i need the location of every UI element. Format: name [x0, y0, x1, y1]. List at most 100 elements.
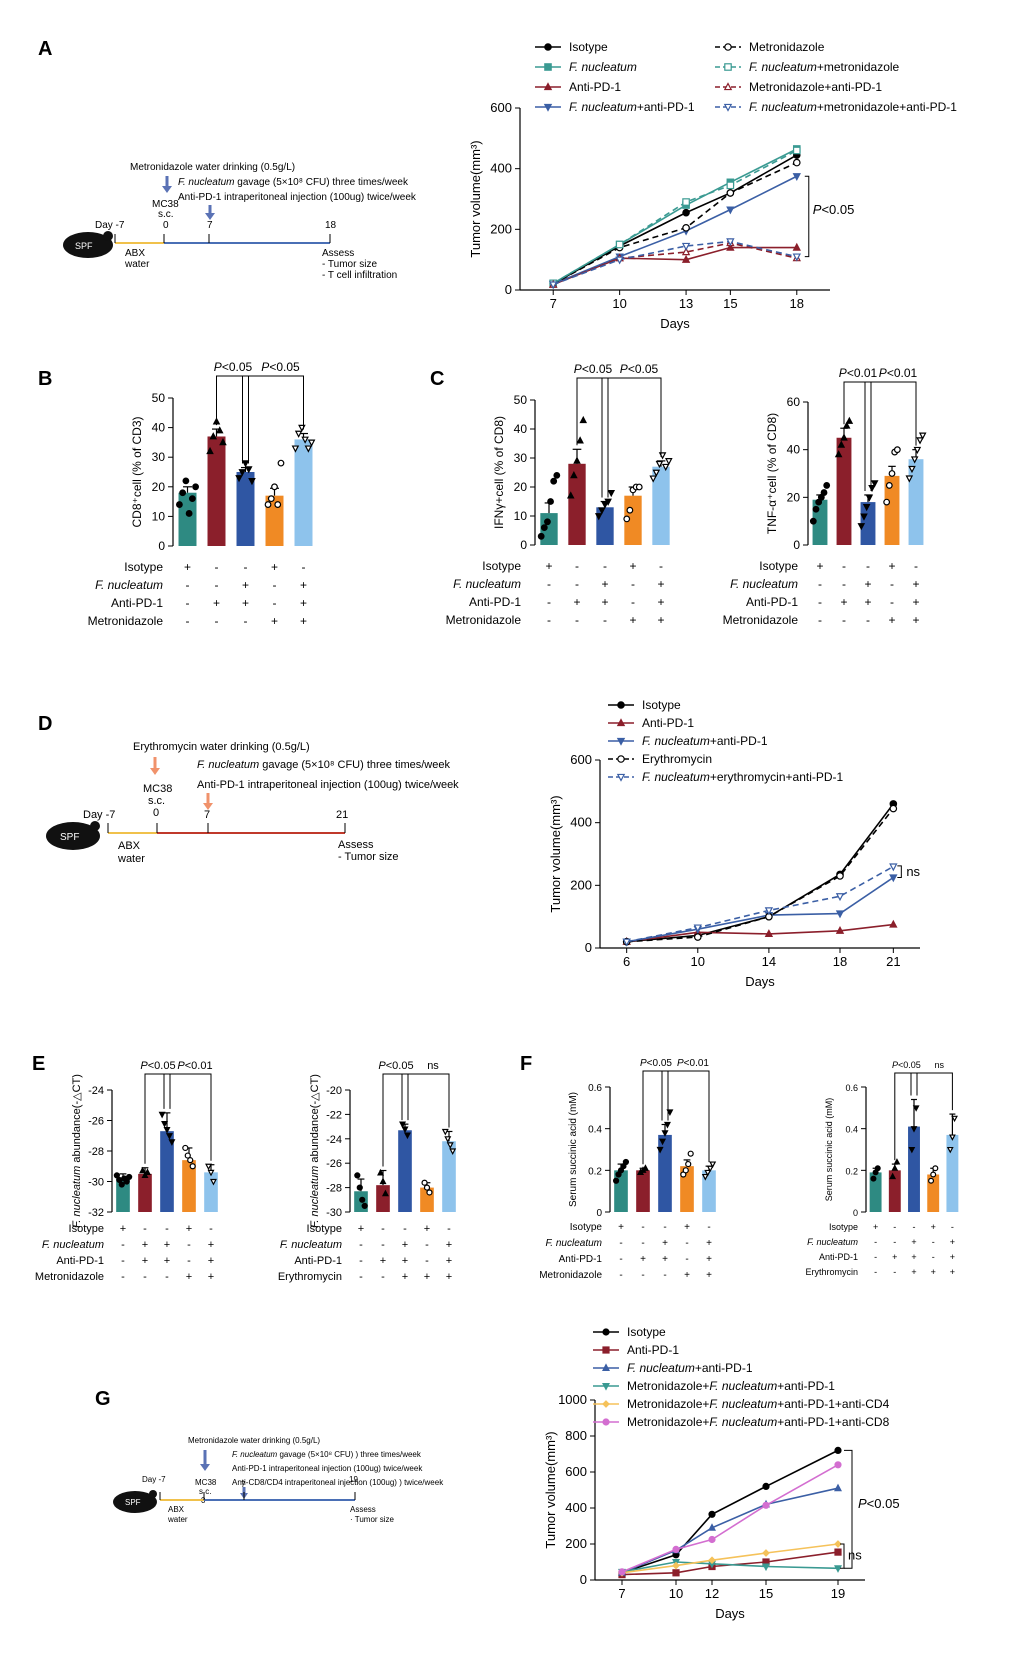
G-line-legend-label-3: Metronidazole+F. nucleatum+anti-PD-1 [627, 1379, 835, 1393]
D-line-y-label: Tumor volume(mm³) [548, 795, 563, 912]
B-bar-dot-2-4 [248, 478, 256, 486]
B-bar-dot-0-1 [179, 489, 187, 497]
E2-bar-bracket-1 [382, 1073, 450, 1167]
A-line-legend-marker-7 [723, 103, 733, 112]
B-bar-sign-3-0: - [186, 614, 190, 628]
C2-bar-sign-3-1: - [842, 613, 846, 627]
E2-bar-bar-1 [376, 1185, 390, 1212]
D-line-point-2-4 [889, 874, 898, 883]
E2-bar-sign-2-3: - [425, 1255, 429, 1267]
schematic-a-assess2: - T cell infiltration [322, 270, 397, 281]
E1-bar-dot-2-3 [165, 1133, 173, 1140]
D-line-y-tick-label-0: 0 [585, 940, 592, 955]
E2-bar-row-label-1: F. nucleatum [280, 1239, 342, 1251]
D-line-legend-label-2: F. nucleatum+anti-PD-1 [642, 734, 768, 748]
F1-bar-row-label-3: Metronidazole [539, 1270, 602, 1281]
B-bar-dot-1-0 [206, 446, 214, 455]
schematic-a-t7: 7 [207, 220, 213, 231]
D-line-legend-rest-4: +erythromycin+anti-PD-1 [710, 770, 844, 784]
C2-bar-dot-0-5 [823, 482, 831, 489]
schematic-g-t7: 7 [241, 1480, 246, 1489]
panel-label-a: A [38, 38, 52, 60]
D-line-x-label: Days [745, 974, 775, 989]
E1-bar-dot-1-0 [139, 1166, 147, 1174]
E2-bar-y-tick-label-4: -22 [326, 1109, 342, 1121]
E2-bar-dot-3-1 [423, 1184, 431, 1191]
F2-bar-dot-1-0 [889, 1172, 897, 1180]
F2-bar-y-tick-label-3: 0.6 [845, 1083, 858, 1093]
B-bar-sign-1-3: - [273, 578, 277, 592]
B-bar-dot-4-3 [301, 436, 309, 444]
E1-bar-sign-1-0: - [121, 1239, 125, 1251]
A-line-point-2-3 [726, 242, 735, 251]
B-bar-stat-2-p: P [261, 360, 269, 374]
A-line-point-4-3 [726, 189, 735, 197]
E1-bar-sign-3-2: - [165, 1271, 169, 1283]
C1-bar-dot-3-1 [626, 506, 634, 514]
E2-bar-dot-3-0 [421, 1179, 428, 1186]
F1-bar-sign-1-3: - [685, 1238, 688, 1249]
B-bar-sign-0-3: + [271, 560, 278, 574]
B-bar-dot-1-4 [219, 438, 227, 446]
C1-bar-y-tick-label-3: 30 [514, 451, 528, 465]
C1-bar-dot-1-0 [566, 491, 575, 499]
C2-bar-dot-2-5 [870, 480, 879, 488]
F1-bar-y-tick-label-0: 0 [596, 1208, 602, 1219]
F1-bar-stat-1: P<0.05 [640, 1058, 672, 1069]
F1-bar-sign-3-4: + [706, 1270, 712, 1281]
E2-bar-sign-1-1: - [381, 1239, 385, 1251]
C2-bar-dot-2-0 [857, 523, 866, 531]
panel-label-c: C [430, 368, 444, 390]
C1-bar-sign-1-3: - [631, 577, 635, 591]
E1-bar-sign-1-1: + [142, 1239, 148, 1251]
E1-bar-sign-0-3: + [186, 1223, 192, 1235]
mouse-d [46, 822, 100, 850]
schematic-a-assess1: - Tumor size [322, 259, 377, 270]
C1-bar-dot-2-0 [594, 513, 603, 521]
G-line-legend-prefix-3: Metronidazole+ [627, 1379, 709, 1393]
F1-bar-sign-0-4: - [707, 1222, 710, 1233]
B-bar-row-label-2: Anti-PD-1 [111, 596, 163, 610]
G-line-point-1-1 [672, 1569, 680, 1577]
panel-label-b: B [38, 368, 52, 390]
G-line-point-5-1 [672, 1545, 680, 1554]
schematic-d-t0: 0 [153, 807, 159, 819]
C2-bar-sign-2-0: - [818, 595, 822, 609]
C1-bar-sign-2-2: + [601, 595, 608, 609]
B-bar-stat-1: P<0.05 [214, 360, 253, 374]
E1-bar-bar-2 [160, 1131, 174, 1212]
F1-bar-sign-0-3: + [684, 1222, 690, 1233]
F1-bar-dot-2-4 [666, 1109, 674, 1117]
schematic-a-arrowhead-pd1 [205, 213, 215, 220]
F1-bar-dot-0-4 [622, 1158, 630, 1166]
B-bar-dot-2-0 [235, 475, 243, 483]
C1-bar-dot-4-0 [649, 475, 657, 483]
D-line-point-4-1 [693, 924, 702, 933]
B-bar-dot-3-4 [277, 459, 285, 467]
E1-bar-sign-1-3: - [187, 1239, 191, 1251]
F1-bar-dot-3-3 [687, 1150, 694, 1157]
schematic-g-mc38: MC38 [195, 1478, 217, 1487]
B-bar-sign-0-4: - [302, 560, 306, 574]
C1-bar-y-tick-label-2: 20 [514, 480, 528, 494]
F1-bar-row-label-0: Isotype [570, 1222, 603, 1233]
D-line-legend-rest-2: +anti-PD-1 [710, 734, 768, 748]
C1-bar-stat-1-p: P [574, 362, 582, 376]
B-bar-y-tick-label-2: 20 [152, 480, 166, 494]
E1-bar-sign-2-3: - [187, 1255, 191, 1267]
C2-bar-stat-2-p: P [879, 366, 887, 380]
schematic-g-abx: ABX [168, 1505, 185, 1514]
G-line-point-4-3 [762, 1549, 770, 1557]
G-line-x-tick-label-2: 12 [705, 1586, 719, 1601]
A-line-point-7-4 [792, 253, 801, 262]
C1-bar-sign-0-4: - [659, 559, 663, 573]
G-line-legend-marker-5 [602, 1418, 610, 1426]
F1-bar-dot-1-2 [641, 1164, 649, 1171]
C2-bar-dot-1-0 [834, 450, 843, 458]
C1-bar-sign-3-0: - [547, 613, 551, 627]
C2-bar-sign-3-0: - [818, 613, 822, 627]
C1-bar-sign-2-4: + [657, 595, 664, 609]
schematic-g: Metronidazole water drinking (0.5g/L) F.… [113, 1436, 444, 1524]
E2-bar-sign-0-0: + [358, 1223, 364, 1235]
